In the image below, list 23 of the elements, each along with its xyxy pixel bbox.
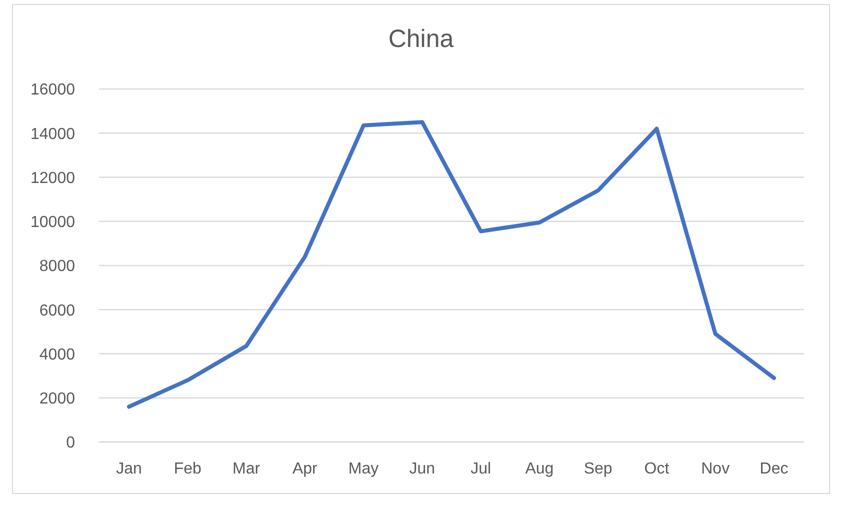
- x-tick-label: Feb: [174, 460, 202, 478]
- x-tick-label: Mar: [232, 460, 261, 478]
- chart-title: China: [387, 25, 455, 54]
- y-tick-label: 10000: [30, 214, 76, 232]
- y-tick-label: 12000: [30, 170, 76, 187]
- line-series: [127, 120, 776, 409]
- x-tick-label: Nov: [701, 460, 730, 478]
- x-tick-label: Dec: [760, 460, 788, 478]
- y-tick-label: 6000: [39, 302, 76, 320]
- y-tick-label: 0: [66, 434, 76, 452]
- x-tick-label: May: [348, 460, 379, 478]
- x-tick-label: Sep: [584, 460, 612, 478]
- x-tick-label: Jan: [116, 460, 142, 478]
- x-tick-label: Jun: [409, 460, 436, 478]
- x-tick-label: Aug: [525, 460, 554, 478]
- x-tick-label: Oct: [644, 460, 670, 478]
- y-tick-label: 8000: [39, 258, 76, 276]
- y-tick-label: 2000: [39, 390, 76, 408]
- x-tick-label: Apr: [292, 460, 318, 478]
- y-tick-label: 14000: [30, 126, 76, 143]
- x-tick-label: Jul: [470, 460, 492, 478]
- y-tick-label: 4000: [39, 346, 76, 364]
- y-tick-label: 16000: [30, 82, 76, 99]
